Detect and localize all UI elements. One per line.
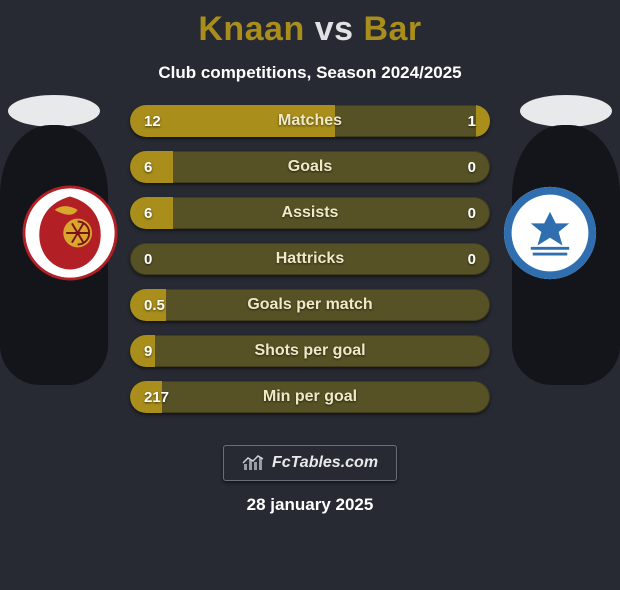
silhouette-head bbox=[520, 95, 612, 127]
date-text: 28 january 2025 bbox=[247, 495, 374, 515]
crest-left-svg bbox=[22, 185, 118, 281]
comparison-stage: 121Matches 60Goals 60Assists 00Hattricks 0.5… bbox=[0, 105, 620, 445]
stat-label: Goals per match bbox=[130, 289, 490, 321]
stat-label: Matches bbox=[130, 105, 490, 137]
vs-text: vs bbox=[315, 10, 354, 48]
club-crest-left bbox=[22, 185, 118, 281]
stat-row: 9Shots per goal bbox=[130, 335, 490, 367]
stat-row: 121Matches bbox=[130, 105, 490, 137]
crest-right-svg bbox=[502, 185, 598, 281]
stat-row: 60Goals bbox=[130, 151, 490, 183]
player2-name: Bar bbox=[363, 10, 421, 48]
stat-row: 217Min per goal bbox=[130, 381, 490, 413]
brand-text: FcTables.com bbox=[272, 454, 378, 472]
stat-label: Shots per goal bbox=[130, 335, 490, 367]
stats-list: 121Matches 60Goals 60Assists 00Hattricks 0.5… bbox=[130, 105, 490, 413]
stat-row: 00Hattricks bbox=[130, 243, 490, 275]
stat-label: Min per goal bbox=[130, 381, 490, 413]
stat-label: Assists bbox=[130, 197, 490, 229]
brand-chart-icon bbox=[242, 454, 264, 472]
stat-label: Goals bbox=[130, 151, 490, 183]
stat-row: 60Assists bbox=[130, 197, 490, 229]
footer: FcTables.com 28 january 2025 bbox=[0, 445, 620, 515]
stat-row: 0.5Goals per match bbox=[130, 289, 490, 321]
subtitle: Club competitions, Season 2024/2025 bbox=[0, 63, 620, 83]
page-title: Knaan vs Bar bbox=[0, 10, 620, 49]
brand-box[interactable]: FcTables.com bbox=[223, 445, 397, 481]
stat-label: Hattricks bbox=[130, 243, 490, 275]
player1-name: Knaan bbox=[198, 10, 304, 48]
silhouette-head bbox=[8, 95, 100, 127]
club-crest-right bbox=[502, 185, 598, 281]
